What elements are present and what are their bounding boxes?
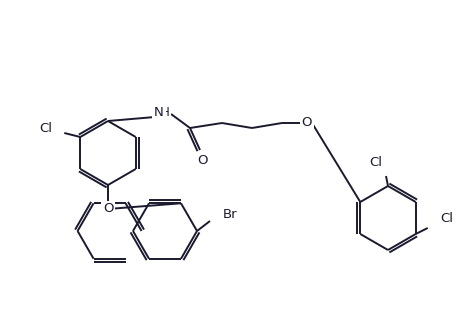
Text: Cl: Cl [370, 157, 383, 169]
Text: Cl: Cl [441, 212, 454, 225]
Text: Cl: Cl [39, 123, 52, 135]
Text: N: N [154, 106, 164, 119]
Text: O: O [103, 203, 113, 215]
Text: O: O [197, 154, 207, 167]
Text: Br: Br [223, 208, 238, 220]
Text: H: H [160, 106, 169, 119]
Text: O: O [302, 117, 312, 129]
